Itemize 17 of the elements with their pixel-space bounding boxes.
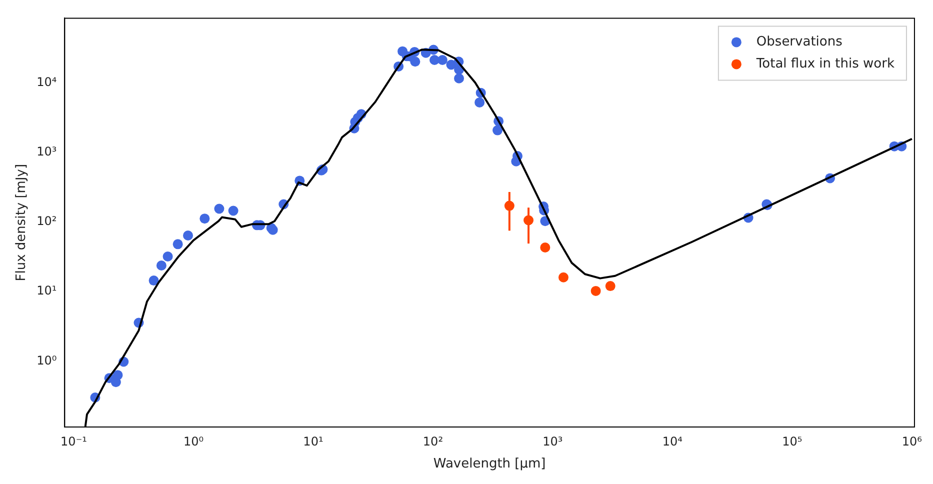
x-tick-label: 10⁰ bbox=[183, 434, 204, 448]
legend-label: Observations bbox=[756, 34, 843, 50]
y-tick-label: 10⁰ bbox=[36, 353, 57, 368]
y-tick-label: 10¹ bbox=[36, 284, 57, 298]
x-tick-label: 10² bbox=[422, 434, 444, 448]
x-tick-label: 10³ bbox=[542, 434, 563, 448]
x-tick-label: 10¹ bbox=[303, 434, 324, 448]
y-tick-label: 10³ bbox=[36, 144, 57, 159]
y-tick-label: 10⁴ bbox=[36, 74, 57, 89]
x-tick-label: 10⁶ bbox=[902, 434, 922, 448]
y-tick-label: 10² bbox=[36, 214, 57, 228]
x-tick-label: 10⁵ bbox=[782, 434, 802, 448]
x-tick-label: 10⁴ bbox=[662, 434, 683, 448]
y-axis-title: Flux density [mJy] bbox=[14, 164, 30, 282]
legend-label: Total flux in this work bbox=[755, 56, 895, 72]
x-tick-label: 10⁻¹ bbox=[60, 434, 88, 448]
x-axis-title: Wavelength [μm] bbox=[433, 456, 546, 472]
